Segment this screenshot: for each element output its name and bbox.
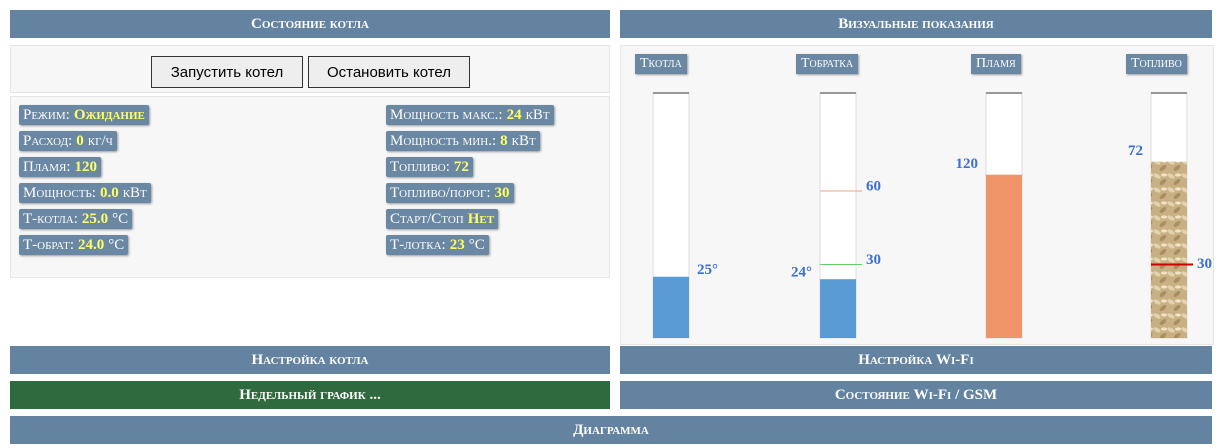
status-unit: кВт [526, 107, 550, 124]
status-badge: Т-лотка:23°C [386, 235, 489, 255]
status-unit: кг/ч [88, 133, 113, 150]
gauge-value-label: 120 [956, 156, 979, 172]
status-value: 30 [495, 185, 510, 202]
panel-title: Состояние котла [10, 10, 610, 38]
status-unit: °C [469, 237, 485, 254]
gauge-fill [1151, 162, 1187, 338]
menu-bar[interactable]: Настройка котла [10, 346, 610, 374]
menu-bar[interactable]: Настройка Wi-Fi [620, 346, 1212, 374]
status-label: Мощность мин.: [390, 133, 496, 150]
status-badge: Пламя:120 [19, 157, 101, 177]
threshold-label: 30 [1197, 256, 1212, 272]
button-box: Запустить котел Остановить котел [10, 45, 610, 93]
status-badge: Т-обрат:24.0°C [19, 235, 128, 255]
gauge-value-label: 25° [697, 262, 718, 278]
threshold-label: 60 [866, 178, 881, 194]
menu-bar[interactable]: Диаграмма [10, 416, 1212, 444]
status-value: 24 [507, 107, 522, 124]
gauge-fill [653, 277, 689, 338]
status-label: Т-лотка: [390, 237, 446, 254]
gauge-name: Топливо [1126, 54, 1187, 74]
status-value: Нет [468, 211, 494, 228]
status-label: Расход: [23, 133, 72, 150]
status-badge: Т-котла:25.0°C [19, 209, 132, 229]
status-label: Старт/Стоп [390, 211, 464, 228]
gauge-value-label: 24° [791, 265, 812, 281]
status-badge: Режим:Ожидание [19, 105, 149, 125]
stop-button[interactable]: Остановить котел [308, 56, 470, 88]
status-label: Т-обрат: [23, 237, 74, 254]
gauges: 25° 24° 60 30 120 72 30 [621, 46, 1213, 344]
menu-bar[interactable]: Недельный график ... [10, 381, 610, 409]
status-label: Пламя: [23, 159, 71, 176]
status-label: Режим: [23, 107, 70, 124]
gauge-name: Пламя [971, 54, 1021, 74]
status-badge: Топливо:72 [386, 157, 473, 177]
gauge-name: Тобратка [796, 54, 858, 74]
gauge-box: 25° 24° 60 30 120 72 30 Ткотла Тобратка Пламя Топ… [620, 45, 1214, 345]
status-value: 25.0 [82, 211, 108, 228]
status-value: 24.0 [78, 237, 104, 254]
status-value: 0.0 [100, 185, 119, 202]
status-value: 72 [454, 159, 469, 176]
gauge-value-label: 72 [1128, 143, 1143, 159]
gauge-fill [820, 279, 856, 338]
status-unit: кВт [123, 185, 147, 202]
page: Состояние котла Визуальные показания Зап… [0, 0, 1220, 448]
status-unit: кВт [512, 133, 536, 150]
gauge-fill [986, 175, 1022, 338]
status-unit: °C [108, 237, 124, 254]
status-label: Мощность: [23, 185, 96, 202]
status-value: Ожидание [74, 107, 145, 124]
threshold-label: 30 [866, 252, 881, 268]
status-label: Т-котла: [23, 211, 78, 228]
status-unit: °C [112, 211, 128, 228]
status-value: 23 [450, 237, 465, 254]
status-label: Топливо: [390, 159, 450, 176]
status-value: 120 [75, 159, 98, 176]
status-badge: Топливо/порог:30 [386, 183, 514, 203]
status-value: 8 [500, 133, 508, 150]
panel-title: Визуальные показания [620, 10, 1212, 38]
status-label: Топливо/порог: [390, 185, 491, 202]
gauge-name: Ткотла [635, 54, 687, 74]
menu-bar[interactable]: Состояние Wi-Fi / GSM [620, 381, 1212, 409]
status-value: 0 [76, 133, 84, 150]
start-button[interactable]: Запустить котел [151, 56, 303, 88]
status-label: Мощность макс.: [390, 107, 503, 124]
